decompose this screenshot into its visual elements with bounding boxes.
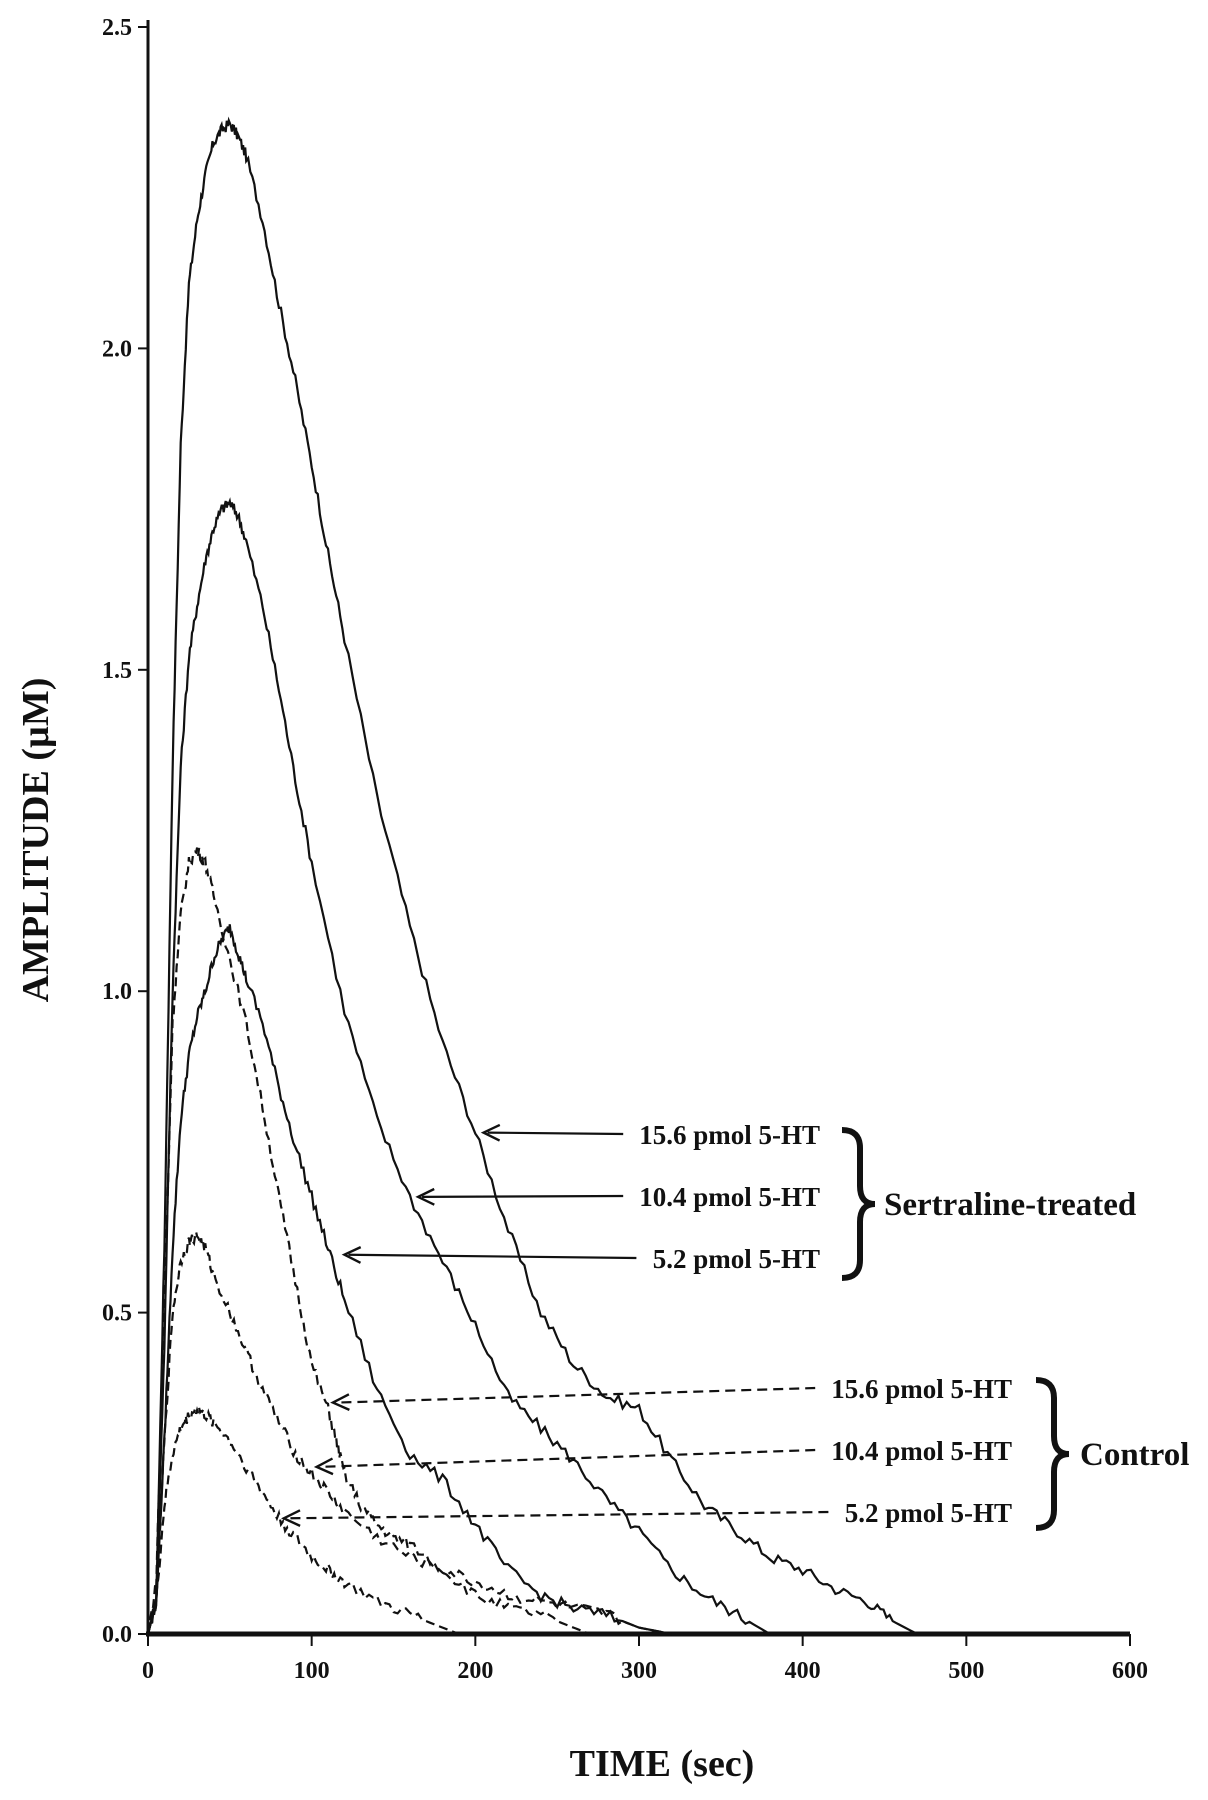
y-tick-label: 1.5 xyxy=(102,658,132,684)
sertraline-group-label: Sertraline-treated xyxy=(884,1187,1136,1223)
annotation-arrowhead xyxy=(480,1123,501,1142)
series-line-control-15-6 xyxy=(146,847,591,1636)
x-tick-label: 100 xyxy=(294,1658,330,1684)
x-tick-label: 0 xyxy=(142,1658,154,1684)
annotation-label: 15.6 pmol 5-HT xyxy=(639,1120,820,1150)
annotation-arrow-line xyxy=(422,1194,624,1198)
series-line-sertraline-15-6 xyxy=(146,116,918,1635)
annotation-label: 10.4 pmol 5-HT xyxy=(639,1182,820,1212)
x-tick-label: 200 xyxy=(457,1658,493,1684)
series-line-sertraline-10-4 xyxy=(146,497,771,1635)
annotation-arrow-line xyxy=(320,1448,816,1468)
x-tick-label: 600 xyxy=(1112,1658,1148,1684)
y-tick-label: 2.5 xyxy=(102,15,132,41)
y-tick-label: 2.0 xyxy=(102,336,132,362)
annotation-arrowhead xyxy=(313,1457,334,1476)
annotation-arrow-line xyxy=(287,1510,829,1520)
annotation-arrow-line xyxy=(348,1253,637,1260)
annotation-arrow-line xyxy=(336,1386,816,1404)
annotation-arrowhead xyxy=(341,1246,362,1264)
sertraline-bracket xyxy=(841,1127,876,1281)
annotations-group: 15.6 pmol 5-HT 10.4 pmol 5-HT 5.2 pmol 5-H… xyxy=(281,1120,1012,1528)
series-line-control-10-4 xyxy=(146,1231,672,1636)
x-tick-label: 300 xyxy=(621,1658,657,1684)
x-tick-label: 400 xyxy=(785,1658,821,1684)
annotation-label: 10.4 pmol 5-HT xyxy=(831,1436,1012,1466)
y-axis-title: AMPLITUDE (µM) xyxy=(15,678,57,1003)
series-line-control-5-2 xyxy=(146,1405,460,1636)
series-group xyxy=(146,116,918,1636)
annotation-label: 15.6 pmol 5-HT xyxy=(831,1374,1012,1404)
x-tick-label: 500 xyxy=(948,1658,984,1684)
annotation-label: 5.2 pmol 5-HT xyxy=(845,1498,1012,1528)
annotation-arrowhead xyxy=(415,1187,435,1206)
annotation-arrowhead xyxy=(330,1393,350,1411)
control-group-label: Control xyxy=(1080,1437,1189,1473)
x-axis-title: TIME (sec) xyxy=(570,1743,755,1785)
annotation-label: 5.2 pmol 5-HT xyxy=(653,1244,820,1274)
series-line-sertraline-5-2 xyxy=(146,924,672,1636)
axis-ticks: 0 100 200 300 400 500 600 0.0 0.5 1.0 1.5 2.0 2.5 xyxy=(102,15,1148,1684)
annotation-arrow-line xyxy=(487,1131,624,1136)
y-tick-label: 0.5 xyxy=(102,1301,132,1327)
annotation-arrowhead xyxy=(281,1509,301,1527)
y-tick-label: 0.0 xyxy=(102,1622,132,1648)
y-tick-label: 1.0 xyxy=(102,979,132,1005)
control-bracket xyxy=(1035,1377,1070,1531)
